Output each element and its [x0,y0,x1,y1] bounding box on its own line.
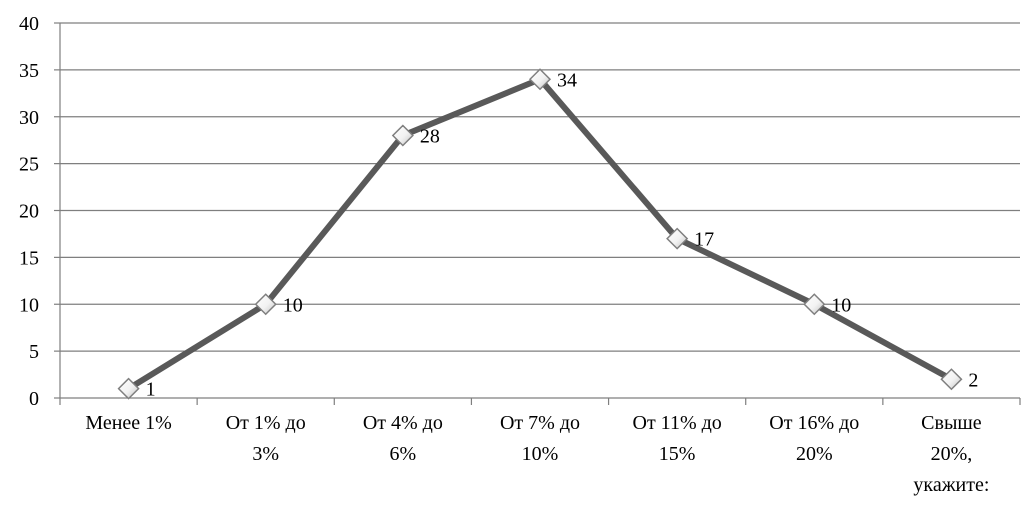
x-tick-label-line: От 1% до [226,412,306,434]
y-tick-label: 15 [19,247,39,269]
data-label: 28 [420,126,440,148]
y-tick-label: 35 [19,60,39,82]
data-marker [803,293,826,316]
x-tick-label-line: От 7% до [500,412,580,434]
data-label: 17 [694,229,714,251]
data-label: 10 [831,294,851,316]
x-tick-labels: Менее 1% От 1% до 3%От 4% до 6%От 7% до 10%О… [85,412,989,496]
y-tick-label: 5 [29,341,39,363]
data-label: 1 [146,379,156,401]
series-line-layer [125,76,955,392]
x-tick-label-line: От 4% до [363,412,443,434]
x-tick-label-line: 10% [522,443,559,465]
y-tick-labels: 0 5 10 15 20 25 30 35 40 [19,13,39,410]
data-label: 34 [557,69,577,91]
axes [54,22,1021,405]
x-tick-label: От 1% до 3% [226,412,306,465]
x-tick-label: От 4% до 6% [363,412,443,465]
x-tick-label-line: От 16% до [769,412,859,434]
x-tick-label: Менее 1% [85,412,172,434]
y-tick-label: 0 [29,388,39,410]
x-tick-label: Свыше 20%, укажите: [913,412,989,496]
x-tick-label-line: От 11% до [633,412,722,434]
x-tick-label-line: Свыше [921,412,982,434]
gridlines [60,22,1020,352]
x-tick-label-line: 6% [390,443,417,465]
y-tick-label: 40 [19,13,39,35]
y-tick-label: 20 [19,201,39,223]
x-tick-label-line: 15% [659,443,696,465]
data-marker [117,377,140,400]
y-tick-label: 30 [19,107,39,129]
data-marker [528,68,552,91]
x-tick-label: От 7% до 10% [500,412,580,465]
data-labels: 1 10 28 34 17 10 2 [146,69,979,400]
data-label: 2 [968,369,978,391]
data-marker [666,227,689,250]
data-label: 10 [283,294,303,316]
x-tick-label-line: Менее 1% [85,412,172,434]
y-tick-label: 25 [19,154,39,176]
data-markers [117,68,963,400]
x-tick-label-line: 3% [252,443,279,465]
data-marker [940,368,963,391]
data-marker [254,293,277,316]
x-tick-label-line: укажите: [913,474,989,496]
y-tick-label: 10 [19,294,39,316]
x-tick-label-line: 20% [796,443,833,465]
data-marker [391,124,414,147]
series-line-0 [125,76,955,392]
x-tick-label-line: 20%, [931,443,973,465]
x-tick-label: От 11% до 15% [633,412,722,465]
x-tick-label: От 16% до 20% [769,412,859,465]
